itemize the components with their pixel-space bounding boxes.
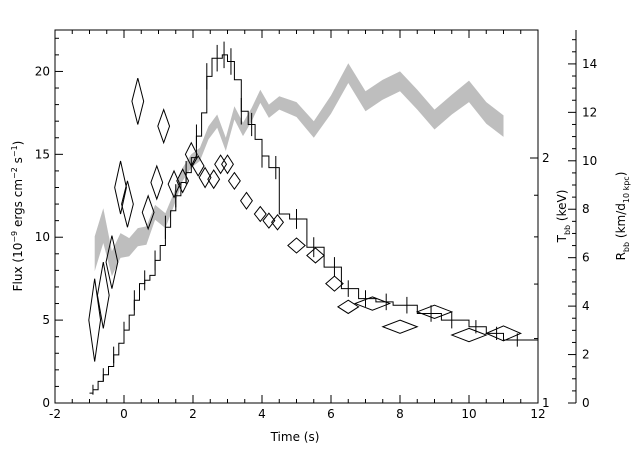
x-tick-label: -2: [49, 407, 61, 421]
tbb-diamond-point: [415, 304, 454, 319]
tbb-diamond-point: [306, 247, 325, 264]
rbb-band: [94, 63, 504, 277]
rbb-tick-label: 10: [582, 154, 597, 168]
tbb-diamond-point: [121, 180, 134, 228]
flux-histogram-layer: [89, 41, 538, 395]
tbb-tick-label: 2: [542, 151, 550, 165]
x-tick-label: 0: [120, 407, 128, 421]
tbb-diamond-point: [484, 325, 523, 342]
rbb-band-layer: [94, 63, 504, 277]
flux-tick-label: 20: [35, 64, 50, 78]
tbb-diamond-point: [353, 296, 392, 311]
x-tick-label: 4: [258, 407, 266, 421]
tbb-diamond-point: [450, 327, 488, 343]
tbb-diamond-point: [198, 166, 212, 189]
x-tick-label: 10: [461, 407, 476, 421]
tbb-diamond-point: [105, 235, 119, 289]
flux-histogram-line: [89, 54, 538, 394]
x-tick-label: 2: [189, 407, 197, 421]
tbb-axis-label: Tbb (keV): [555, 190, 572, 244]
rbb-tick-label: 0: [582, 396, 590, 410]
rbb-tick-label: 12: [582, 105, 597, 119]
tbb-diamond-point: [214, 154, 228, 175]
x-tick-label: 6: [327, 407, 335, 421]
tbb-diamond-point: [271, 214, 285, 231]
tbb-diamond-point: [336, 299, 360, 315]
rbb-tick-label: 8: [582, 202, 590, 216]
tbb-diamond-point: [287, 237, 306, 254]
tbb-diamond-point: [96, 262, 110, 329]
rbb-tick-label: 4: [582, 299, 590, 313]
tbb-diamond-point: [88, 278, 102, 362]
tbb-diamond-point: [381, 319, 419, 334]
tbb-diamond-point: [114, 160, 127, 215]
tbb-diamond-point: [184, 141, 198, 168]
tbb-diamond-point: [227, 171, 241, 191]
tbb-diamond-point: [157, 108, 171, 145]
x-axis-label: Time (s): [270, 430, 320, 444]
tbb-diamond-point: [167, 169, 181, 199]
tbb-diamond-point: [239, 191, 253, 210]
rbb-tick-label: 2: [582, 348, 590, 362]
x-tick-label: 12: [530, 407, 545, 421]
tbb-diamond-point: [262, 212, 276, 229]
rbb-axis-label: Rbb (km/d10 kpc): [614, 172, 631, 261]
rbb-tick-label: 6: [582, 251, 590, 265]
tbb-diamond-point: [150, 164, 164, 201]
tbb-diamond-point: [253, 205, 267, 223]
tbb-diamond-point: [221, 154, 234, 175]
tbb-diamond-layer: [88, 77, 523, 362]
flux-tick-label: 0: [42, 396, 50, 410]
flux-tick-label: 15: [35, 147, 50, 161]
tbb-diamond-point: [325, 275, 344, 292]
rbb-tick-label: 14: [582, 57, 597, 71]
tbb-diamond-point: [191, 155, 205, 177]
tbb-diamond-point: [141, 194, 155, 231]
tbb-tick-label: 1: [542, 396, 550, 410]
flux-tick-label: 10: [35, 230, 50, 244]
tbb-diamond-point: [207, 169, 221, 190]
flux-tick-label: 5: [42, 313, 50, 327]
flux-axis-label: Flux (10−9 ergs cm−2 s−1): [10, 141, 25, 292]
tbb-diamond-point: [176, 168, 190, 194]
tbb-diamond-point: [131, 77, 145, 125]
x-tick-label: 8: [396, 407, 404, 421]
